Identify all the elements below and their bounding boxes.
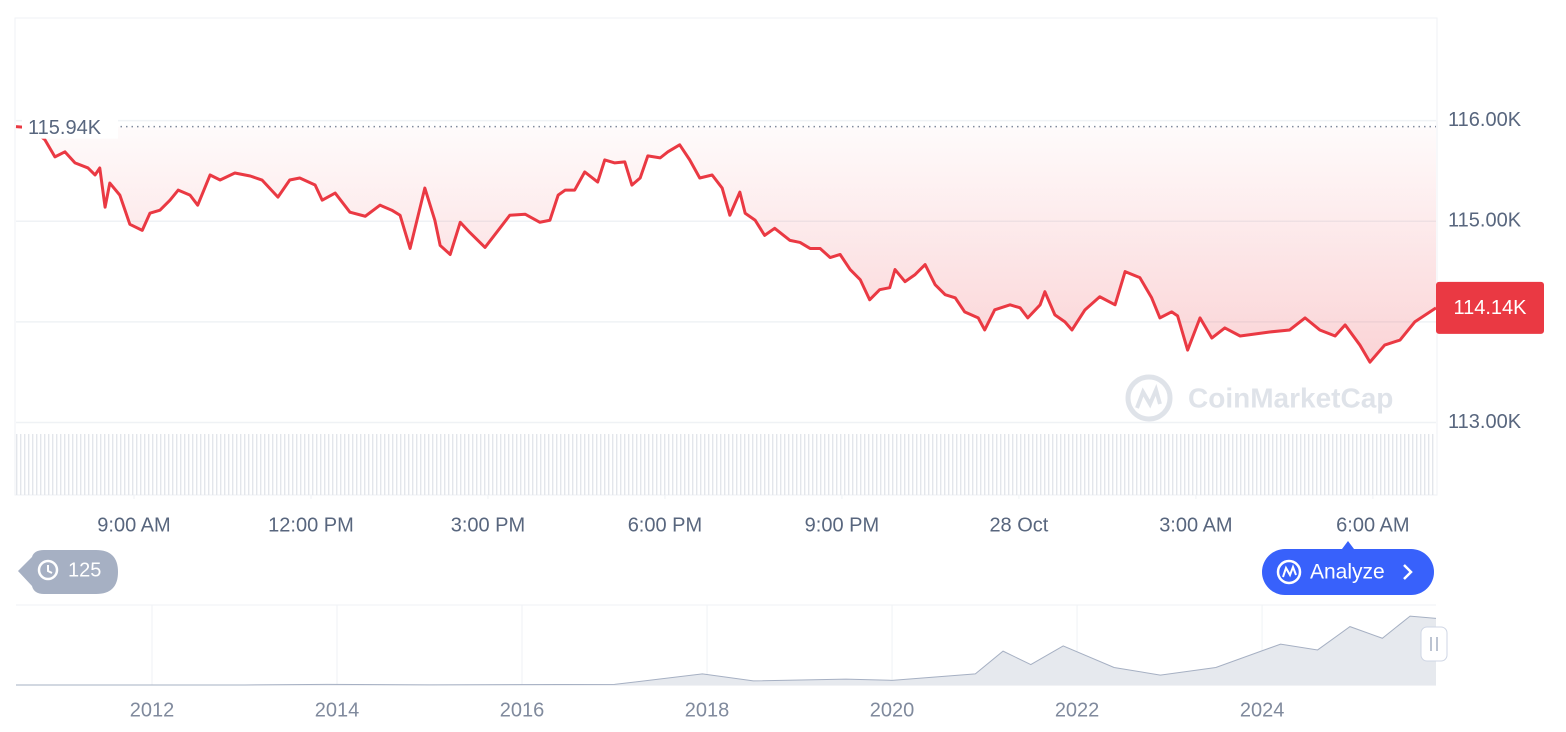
chevron [1403,564,1413,580]
y-tick-label: 116.00K [1448,109,1522,131]
button-pointer [1342,541,1354,549]
history-badge[interactable]: 125 [18,550,118,594]
navigator-layer: 2012 2014 2016 2018 2020 2022 2024 [15,605,1437,721]
last-price-label: 114.14K [1453,297,1527,319]
history-count: 125 [68,559,101,581]
x-tick-label: 9:00 PM [805,514,879,536]
x-tick-label: 2018 [685,699,730,721]
history-badge-bg[interactable] [18,550,118,594]
analyze-icon [1282,564,1297,578]
x-tick-label: 6:00 AM [1336,514,1409,536]
analyze-icon [1276,559,1302,585]
y-tick-label: 115.00K [1448,210,1522,232]
history-area [16,616,1436,685]
watermark-logo [1125,374,1173,422]
price-line [15,125,1437,364]
history-icon [37,559,59,581]
x-tick-label: 2020 [870,699,915,721]
analyze-label[interactable]: Analyze [1310,561,1385,584]
last-price-badge [1436,281,1544,334]
x-tick-label: 2014 [315,699,360,721]
x-tick-label: 28 Oct [989,514,1048,536]
history-line [15,615,1437,686]
watermark-text: CoinMarketCap [1188,382,1393,413]
reference-label: 115.94K [28,117,102,139]
x-tick-label: 3:00 AM [1159,514,1232,536]
x-tick-label: 12:00 PM [268,514,354,536]
navigator-handle[interactable] [1420,626,1448,662]
x-tick-label: 9:00 AM [97,514,170,536]
watermark-logo [1135,384,1162,409]
analyze-button-bg[interactable] [1262,549,1434,595]
history-icon [47,565,53,574]
y-tick-label: 113.00K [1448,411,1522,433]
x-tick-label: 2012 [130,699,175,721]
x-tick-label: 2024 [1240,699,1285,721]
x-tick-label: 2022 [1055,699,1100,721]
overlay-layer: 115.94K 114.14K [22,114,1544,334]
x-tick-label: 3:00 PM [451,514,525,536]
area-fill [16,126,1436,363]
volume-bars [16,434,1436,495]
marks-layer [15,125,1437,364]
x-tick-label: 2016 [500,699,545,721]
reference-label-bg [22,114,118,139]
x-tick-label: 6:00 PM [628,514,702,536]
watermark: CoinMarketCap [1125,374,1393,422]
analyze-button[interactable]: Analyze [1262,541,1434,595]
